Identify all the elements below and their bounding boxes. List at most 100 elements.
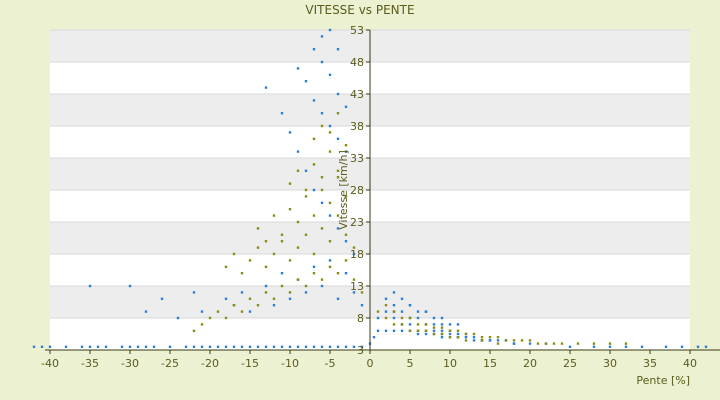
data-point	[152, 345, 156, 348]
data-point	[272, 304, 276, 307]
data-point	[416, 316, 420, 320]
data-point	[440, 332, 444, 336]
data-point	[296, 220, 300, 224]
data-point	[224, 345, 228, 348]
data-point	[528, 342, 532, 345]
data-point	[384, 310, 388, 313]
data-point	[136, 345, 140, 348]
data-point	[408, 304, 412, 307]
data-point	[344, 150, 348, 153]
data-point	[320, 284, 324, 288]
data-point	[240, 345, 244, 348]
data-point	[424, 323, 428, 326]
data-point	[128, 345, 132, 348]
data-point	[256, 304, 260, 307]
data-point	[336, 169, 340, 172]
data-point	[344, 345, 348, 348]
data-point	[400, 316, 404, 320]
data-point	[120, 345, 124, 348]
data-point	[352, 278, 356, 281]
y-tick-label: 13	[350, 280, 364, 293]
data-point	[696, 345, 700, 348]
data-point	[312, 137, 316, 140]
data-point	[344, 195, 348, 198]
data-point	[320, 60, 324, 64]
data-point	[328, 73, 332, 76]
data-point	[336, 92, 340, 96]
data-point	[416, 323, 420, 326]
data-point	[208, 345, 212, 348]
x-tick-label: 30	[603, 357, 617, 370]
data-point	[328, 131, 332, 134]
x-tick-label: -15	[241, 357, 259, 370]
data-point	[336, 272, 340, 275]
data-point	[336, 112, 340, 115]
data-point	[296, 278, 300, 281]
data-point	[312, 214, 316, 217]
data-point	[32, 345, 36, 348]
data-point	[160, 297, 164, 300]
data-point	[328, 150, 332, 153]
data-point	[336, 214, 340, 217]
data-point	[424, 329, 428, 332]
data-point	[288, 182, 292, 185]
data-point	[320, 112, 324, 115]
data-point	[280, 272, 284, 275]
data-point	[280, 240, 284, 243]
x-tick-label: 35	[643, 357, 657, 370]
data-point	[88, 284, 92, 288]
data-points	[32, 28, 708, 348]
data-point	[320, 201, 324, 204]
x-tick-label: 10	[443, 357, 457, 370]
data-point	[288, 345, 292, 348]
data-point	[288, 297, 292, 300]
data-point	[192, 345, 196, 348]
data-point	[144, 345, 148, 348]
data-point	[440, 326, 444, 329]
y-tick-label: 18	[350, 248, 364, 261]
data-point	[264, 86, 268, 89]
x-tick-label: 40	[683, 357, 697, 370]
data-point	[464, 332, 468, 336]
data-point	[216, 310, 220, 313]
data-point	[232, 304, 236, 307]
data-point	[512, 342, 516, 345]
data-point	[200, 323, 204, 326]
data-point	[352, 246, 356, 249]
y-tick-label: 53	[350, 24, 364, 37]
data-point	[392, 316, 396, 320]
data-point	[280, 345, 284, 348]
data-point	[96, 345, 100, 348]
data-point	[328, 240, 332, 243]
data-point	[48, 345, 52, 348]
x-tick-label: -40	[41, 357, 59, 370]
data-point	[304, 233, 308, 236]
data-point	[264, 240, 268, 243]
data-point	[360, 304, 364, 307]
data-point	[328, 214, 332, 217]
data-point	[344, 240, 348, 243]
data-point	[680, 345, 684, 348]
data-point	[624, 345, 628, 348]
data-point	[224, 316, 228, 320]
data-point	[608, 345, 612, 348]
x-tick-label: 5	[407, 357, 414, 370]
data-point	[280, 284, 284, 288]
data-point	[312, 99, 316, 102]
data-point	[376, 329, 380, 332]
y-tick-label: 48	[350, 56, 364, 69]
data-point	[464, 336, 468, 339]
data-point	[360, 291, 364, 294]
data-point	[312, 345, 316, 348]
x-tick-label: -35	[81, 357, 99, 370]
data-point	[664, 345, 668, 348]
data-point	[592, 342, 596, 345]
data-point	[592, 345, 596, 348]
x-tick-label: -5	[325, 357, 336, 370]
data-point	[328, 28, 332, 32]
data-point	[344, 233, 348, 236]
data-point	[512, 339, 516, 342]
data-point	[344, 259, 348, 262]
data-point	[480, 336, 484, 339]
